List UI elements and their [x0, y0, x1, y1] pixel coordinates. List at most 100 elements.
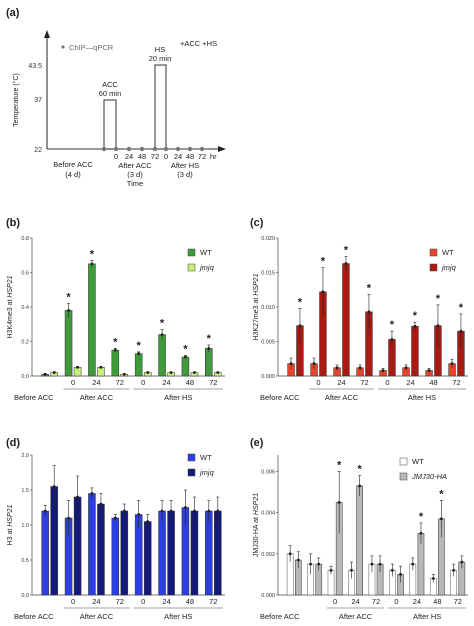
- data-point: [436, 324, 440, 328]
- y-tick-label: 0.8: [21, 236, 29, 242]
- y-tick-label: 0.020: [261, 236, 275, 242]
- data-point: [122, 372, 126, 376]
- data-point: [169, 509, 173, 513]
- significance-asterisk: *: [113, 336, 118, 348]
- acc-time: 60 min: [99, 89, 122, 98]
- y-axis-label-prefix: H3 at: [7, 527, 14, 546]
- significance-asterisk: *: [337, 459, 342, 471]
- group-label: After ACC: [80, 393, 114, 402]
- before-acc-label: Before ACC: [53, 160, 93, 169]
- y-tick-label: 0.0: [21, 374, 29, 380]
- sample-dot: [113, 146, 119, 152]
- sample-dot: [163, 146, 169, 152]
- data-point: [298, 324, 302, 328]
- data-point: [452, 568, 456, 572]
- x-tick-label: 48: [433, 597, 441, 606]
- bar-WT: [134, 353, 143, 377]
- bar-JMJ30-HA: [356, 485, 363, 596]
- bar-jmjq: [411, 326, 419, 377]
- data-point: [90, 262, 94, 266]
- acc-label: ACC: [102, 80, 118, 89]
- acc-tick: 72: [151, 152, 159, 161]
- y-axis-label-prefix: H3K4me3 at: [7, 298, 14, 339]
- significance-asterisk: *: [436, 293, 441, 305]
- sample-dot: [139, 146, 145, 152]
- legend-dot: [61, 45, 65, 49]
- panel-e: (e) 0.000 0.002 0.004 0.006 JMJ30-HA at HSP21…: [250, 437, 468, 621]
- bar-WT: [88, 263, 96, 377]
- hs-tick: 48: [186, 152, 194, 161]
- time-label: Time: [127, 179, 143, 188]
- x-tick-label: 72: [209, 597, 217, 606]
- data-point: [335, 366, 339, 370]
- legend-swatch: [429, 248, 438, 257]
- data-point: [76, 365, 79, 369]
- data-point: [146, 371, 150, 374]
- panel-a: (a) Temperature (°C) 43.5 37 22 ChIP—qPC…: [6, 7, 226, 188]
- panel-a-temperature-trace: [47, 64, 210, 150]
- y-tick-label: 0.015: [261, 271, 275, 277]
- data-point: [216, 509, 220, 513]
- significance-asterisk: *: [183, 343, 188, 355]
- data-point: [289, 362, 293, 365]
- significance-asterisk: *: [357, 464, 362, 476]
- data-point: [381, 369, 385, 372]
- y-axis-label-prefix: H3K27me3 at: [253, 296, 260, 341]
- y-tick-label: 0.005: [261, 340, 275, 346]
- data-point: [184, 355, 187, 359]
- data-point: [207, 509, 211, 513]
- y-axis-label-prefix: JMJ30-HA at: [253, 515, 260, 557]
- y-tick-label: 0.4: [21, 305, 29, 311]
- significance-asterisk: *: [367, 283, 372, 295]
- y-tick-label: 1.0: [21, 523, 29, 529]
- data-point: [43, 509, 47, 513]
- legend-swatch: [187, 468, 196, 477]
- x-tick-label: 72: [209, 378, 217, 387]
- legend-swatch: [399, 457, 408, 466]
- significance-asterisk: *: [459, 302, 464, 314]
- panel-label: (e): [250, 437, 264, 449]
- data-point: [450, 362, 454, 365]
- y-tick-label: 0.006: [261, 469, 275, 475]
- x-tick-label: 72: [116, 597, 124, 606]
- data-point: [367, 310, 371, 314]
- y-axis-label-gene: HSP21: [7, 504, 14, 526]
- bar-jmjq: [120, 510, 129, 596]
- data-point: [113, 516, 117, 520]
- panel-a-ylabel: Temperature (°C): [12, 73, 20, 127]
- x-tick-label: 24: [337, 378, 345, 387]
- data-point: [358, 366, 362, 370]
- significance-asterisk: *: [90, 248, 95, 260]
- group-label: After HS: [164, 393, 192, 402]
- y-tick-label: 0.2: [21, 340, 29, 346]
- group-label: Before ACC: [260, 612, 300, 621]
- group-label: Before ACC: [14, 393, 54, 402]
- panel-a-x-arrow: [218, 146, 226, 152]
- bar-WT: [111, 517, 120, 596]
- data-point: [52, 485, 56, 488]
- bar-WT: [205, 348, 213, 377]
- y-axis-label-gene: HSP21: [253, 273, 260, 295]
- x-tick-label: 24: [413, 597, 421, 606]
- data-point: [309, 562, 312, 566]
- x-tick-label: 24: [92, 378, 100, 387]
- significance-asterisk: *: [66, 292, 71, 304]
- y-tick-label: 0.6: [21, 271, 29, 277]
- y-axis-label: JMJ30-HA at HSP21: [253, 493, 260, 557]
- data-point: [411, 562, 415, 566]
- hs-tick: 0: [164, 152, 168, 161]
- panel-c: (c) 0.000 0.005 0.010 0.015 0.020 H3K27me3 at …: [250, 217, 468, 402]
- y-tick-label: 0.5: [21, 558, 29, 564]
- data-point: [358, 484, 362, 488]
- sample-dot: [126, 146, 132, 152]
- chip-qpcr-label: ChIP—qPCR: [69, 43, 114, 52]
- y-axis-label: H3K4me3 at HSP21: [7, 275, 14, 338]
- panel-d: (d) 0.0 0.5 1.0 1.5 2.0 H3 at HSP21 0 24 72 0 24 48 7…: [6, 437, 225, 621]
- panel-a-ytick-43: 43.5: [28, 63, 42, 70]
- data-point: [193, 509, 196, 513]
- significance-asterisk: *: [344, 245, 349, 257]
- group-label: After ACC: [325, 393, 359, 402]
- y-tick-label: 0.000: [261, 593, 275, 599]
- group-label: After HS: [164, 612, 192, 621]
- x-tick-label: 24: [351, 597, 359, 606]
